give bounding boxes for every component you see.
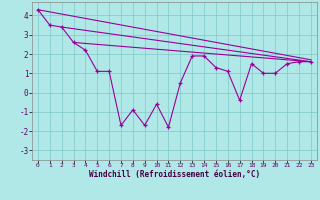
X-axis label: Windchill (Refroidissement éolien,°C): Windchill (Refroidissement éolien,°C) [89, 170, 260, 179]
